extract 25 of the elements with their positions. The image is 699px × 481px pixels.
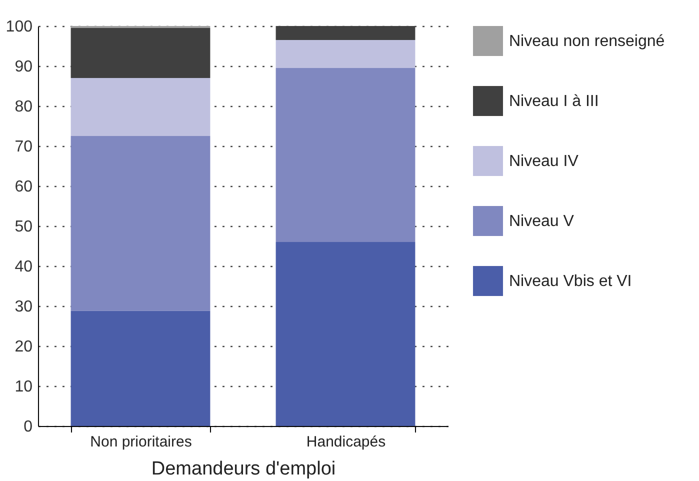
bar	[276, 242, 416, 426]
bar	[70, 136, 210, 311]
y-tick-label: 100	[6, 18, 33, 36]
legend-label: Niveau non renseigné	[509, 33, 665, 50]
bar	[276, 68, 416, 242]
y-tick-label: 40	[14, 258, 33, 276]
y-tick-label: 50	[14, 218, 33, 236]
bar	[276, 40, 416, 68]
y-tick-label: 0	[24, 418, 33, 436]
x-tick-label: Non prioritaires	[90, 434, 192, 450]
y-tick-label: 20	[14, 338, 33, 356]
y-tick-label: 60	[14, 178, 33, 196]
legend-label: Niveau IV	[509, 153, 579, 170]
bar	[70, 310, 210, 426]
x-tick-label: Handicapés	[306, 434, 386, 450]
legend-label: Niveau I à III	[509, 93, 599, 110]
y-tick-label: 70	[14, 138, 33, 156]
bar	[70, 78, 210, 136]
legend-label: Niveau Vbis et VI	[509, 273, 632, 290]
x-axis-title: Demandeurs d'emploi	[151, 458, 336, 480]
y-tick-label: 10	[14, 378, 33, 396]
y-tick-label: 80	[14, 98, 33, 116]
legend-label: Niveau V	[509, 213, 574, 230]
y-tick-label: 30	[14, 298, 33, 316]
y-tick-label: 90	[14, 58, 33, 76]
